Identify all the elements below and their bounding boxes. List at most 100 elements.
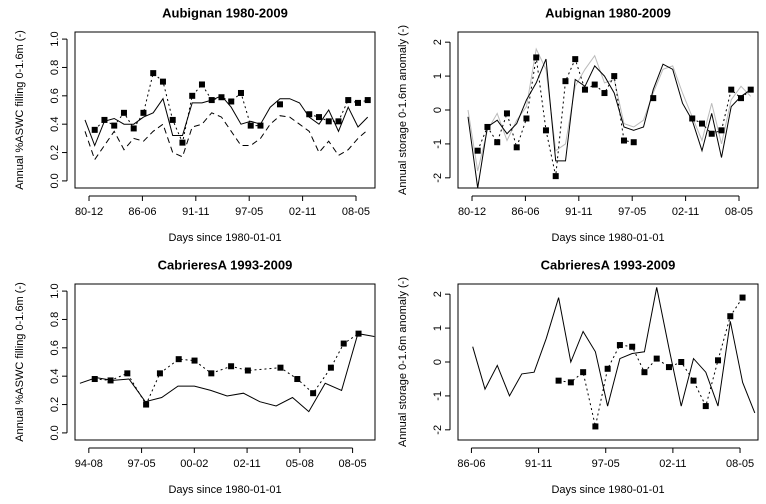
data-point (208, 370, 215, 377)
data-point (364, 97, 371, 104)
y-tick-label: 1.0 (49, 31, 61, 46)
data-point (555, 377, 562, 384)
data-point (244, 367, 251, 374)
data-point (542, 127, 549, 134)
data-point (228, 363, 235, 370)
data-point (702, 403, 709, 410)
data-point (581, 86, 588, 93)
data-point (340, 340, 347, 347)
data-point (91, 126, 98, 133)
y-tick-label: 2 (432, 291, 444, 297)
data-point (150, 70, 157, 77)
y-tick-label: 0.0 (49, 425, 61, 440)
data-point (503, 110, 510, 117)
plot-box (74, 283, 376, 441)
y-tick-label: 0.2 (49, 397, 61, 412)
data-point (629, 343, 636, 350)
data-point (310, 390, 317, 397)
data-point (208, 97, 215, 104)
x-tick-label: 86-06 (128, 206, 156, 218)
data-point (325, 118, 332, 125)
chart-title: Aubignan 1980-2009 (162, 5, 288, 20)
data-point (715, 357, 722, 364)
series-line (94, 333, 359, 406)
data-point (159, 78, 166, 85)
data-point (552, 173, 559, 180)
data-point (620, 137, 627, 144)
y-tick-label: 0.4 (49, 369, 61, 384)
series-line (558, 297, 744, 427)
data-point (143, 401, 150, 408)
data-point (494, 139, 501, 146)
y-tick-label: -1 (432, 139, 444, 149)
y-tick-label: 0 (432, 359, 444, 365)
data-point (739, 294, 746, 301)
data-point (276, 101, 283, 108)
data-point (718, 127, 725, 134)
chart-title: CabrieresA 1993-2009 (158, 257, 293, 272)
data-point (191, 357, 198, 364)
x-tick-label: 00-02 (180, 458, 208, 470)
y-tick-label: -2 (432, 173, 444, 183)
data-point (665, 364, 672, 371)
x-tick-label: 91-11 (565, 206, 592, 218)
x-axis-label: Days since 1980-01-01 (551, 484, 664, 496)
plot-box (457, 283, 759, 441)
data-point (580, 369, 587, 376)
data-point (175, 356, 182, 363)
series-line (79, 333, 375, 413)
data-point (616, 342, 623, 349)
chart-panel: Aubignan 1980-2009 Days since 1980-01-01 A… (14, 5, 376, 244)
chart-panel: CabrieresA 1993-2009 Days since 1980-01-0… (397, 257, 759, 496)
x-tick-label: 97-05 (618, 206, 646, 218)
data-point (630, 139, 637, 146)
x-tick-label: 08-05 (339, 458, 367, 470)
data-point (247, 122, 254, 129)
data-point (611, 73, 618, 80)
x-tick-label: 94-08 (75, 458, 103, 470)
data-point (567, 379, 574, 386)
data-point (140, 109, 147, 116)
y-tick-label: 0.6 (49, 340, 61, 355)
data-point (306, 111, 313, 118)
data-point (689, 115, 696, 122)
data-point (169, 116, 176, 123)
data-point (690, 377, 697, 384)
data-point (562, 78, 569, 85)
chart-title: CabrieresA 1993-2009 (541, 257, 676, 272)
x-axis-label: Days since 1980-01-01 (168, 484, 281, 496)
x-tick-label: 02-11 (659, 458, 686, 470)
data-point (156, 370, 163, 377)
x-tick-label: 86-06 (457, 458, 485, 470)
x-tick-label: 05-08 (286, 458, 314, 470)
y-axis-label: Annual storage 0-1.6m anomaly (-) (397, 25, 409, 195)
chart-panel: CabrieresA 1993-2009 Days since 1980-01-0… (14, 257, 376, 496)
x-tick-label: 08-05 (725, 206, 753, 218)
x-tick-label: 02-11 (289, 206, 316, 218)
x-axis-label: Days since 1980-01-01 (551, 232, 664, 244)
data-point (591, 81, 598, 88)
y-tick-label: 1.0 (49, 283, 61, 298)
data-point (294, 376, 301, 383)
data-point (228, 98, 235, 105)
data-point (533, 54, 540, 61)
data-point (120, 109, 127, 116)
plot-box (74, 31, 376, 189)
data-point (572, 56, 579, 63)
y-tick-label: 0 (432, 107, 444, 113)
data-point (592, 423, 599, 430)
data-point (601, 90, 608, 97)
data-point (513, 144, 520, 151)
x-tick-label: 08-05 (342, 206, 370, 218)
data-point (650, 95, 657, 102)
y-tick-label: 0.4 (49, 117, 61, 132)
data-point (678, 359, 685, 365)
chart-title: Aubignan 1980-2009 (545, 5, 671, 20)
data-point (484, 123, 491, 130)
data-point (698, 120, 705, 127)
data-point (335, 118, 342, 125)
x-tick-label: 86-06 (511, 206, 539, 218)
x-tick-label: 80-12 (75, 206, 103, 218)
data-point (107, 377, 114, 384)
